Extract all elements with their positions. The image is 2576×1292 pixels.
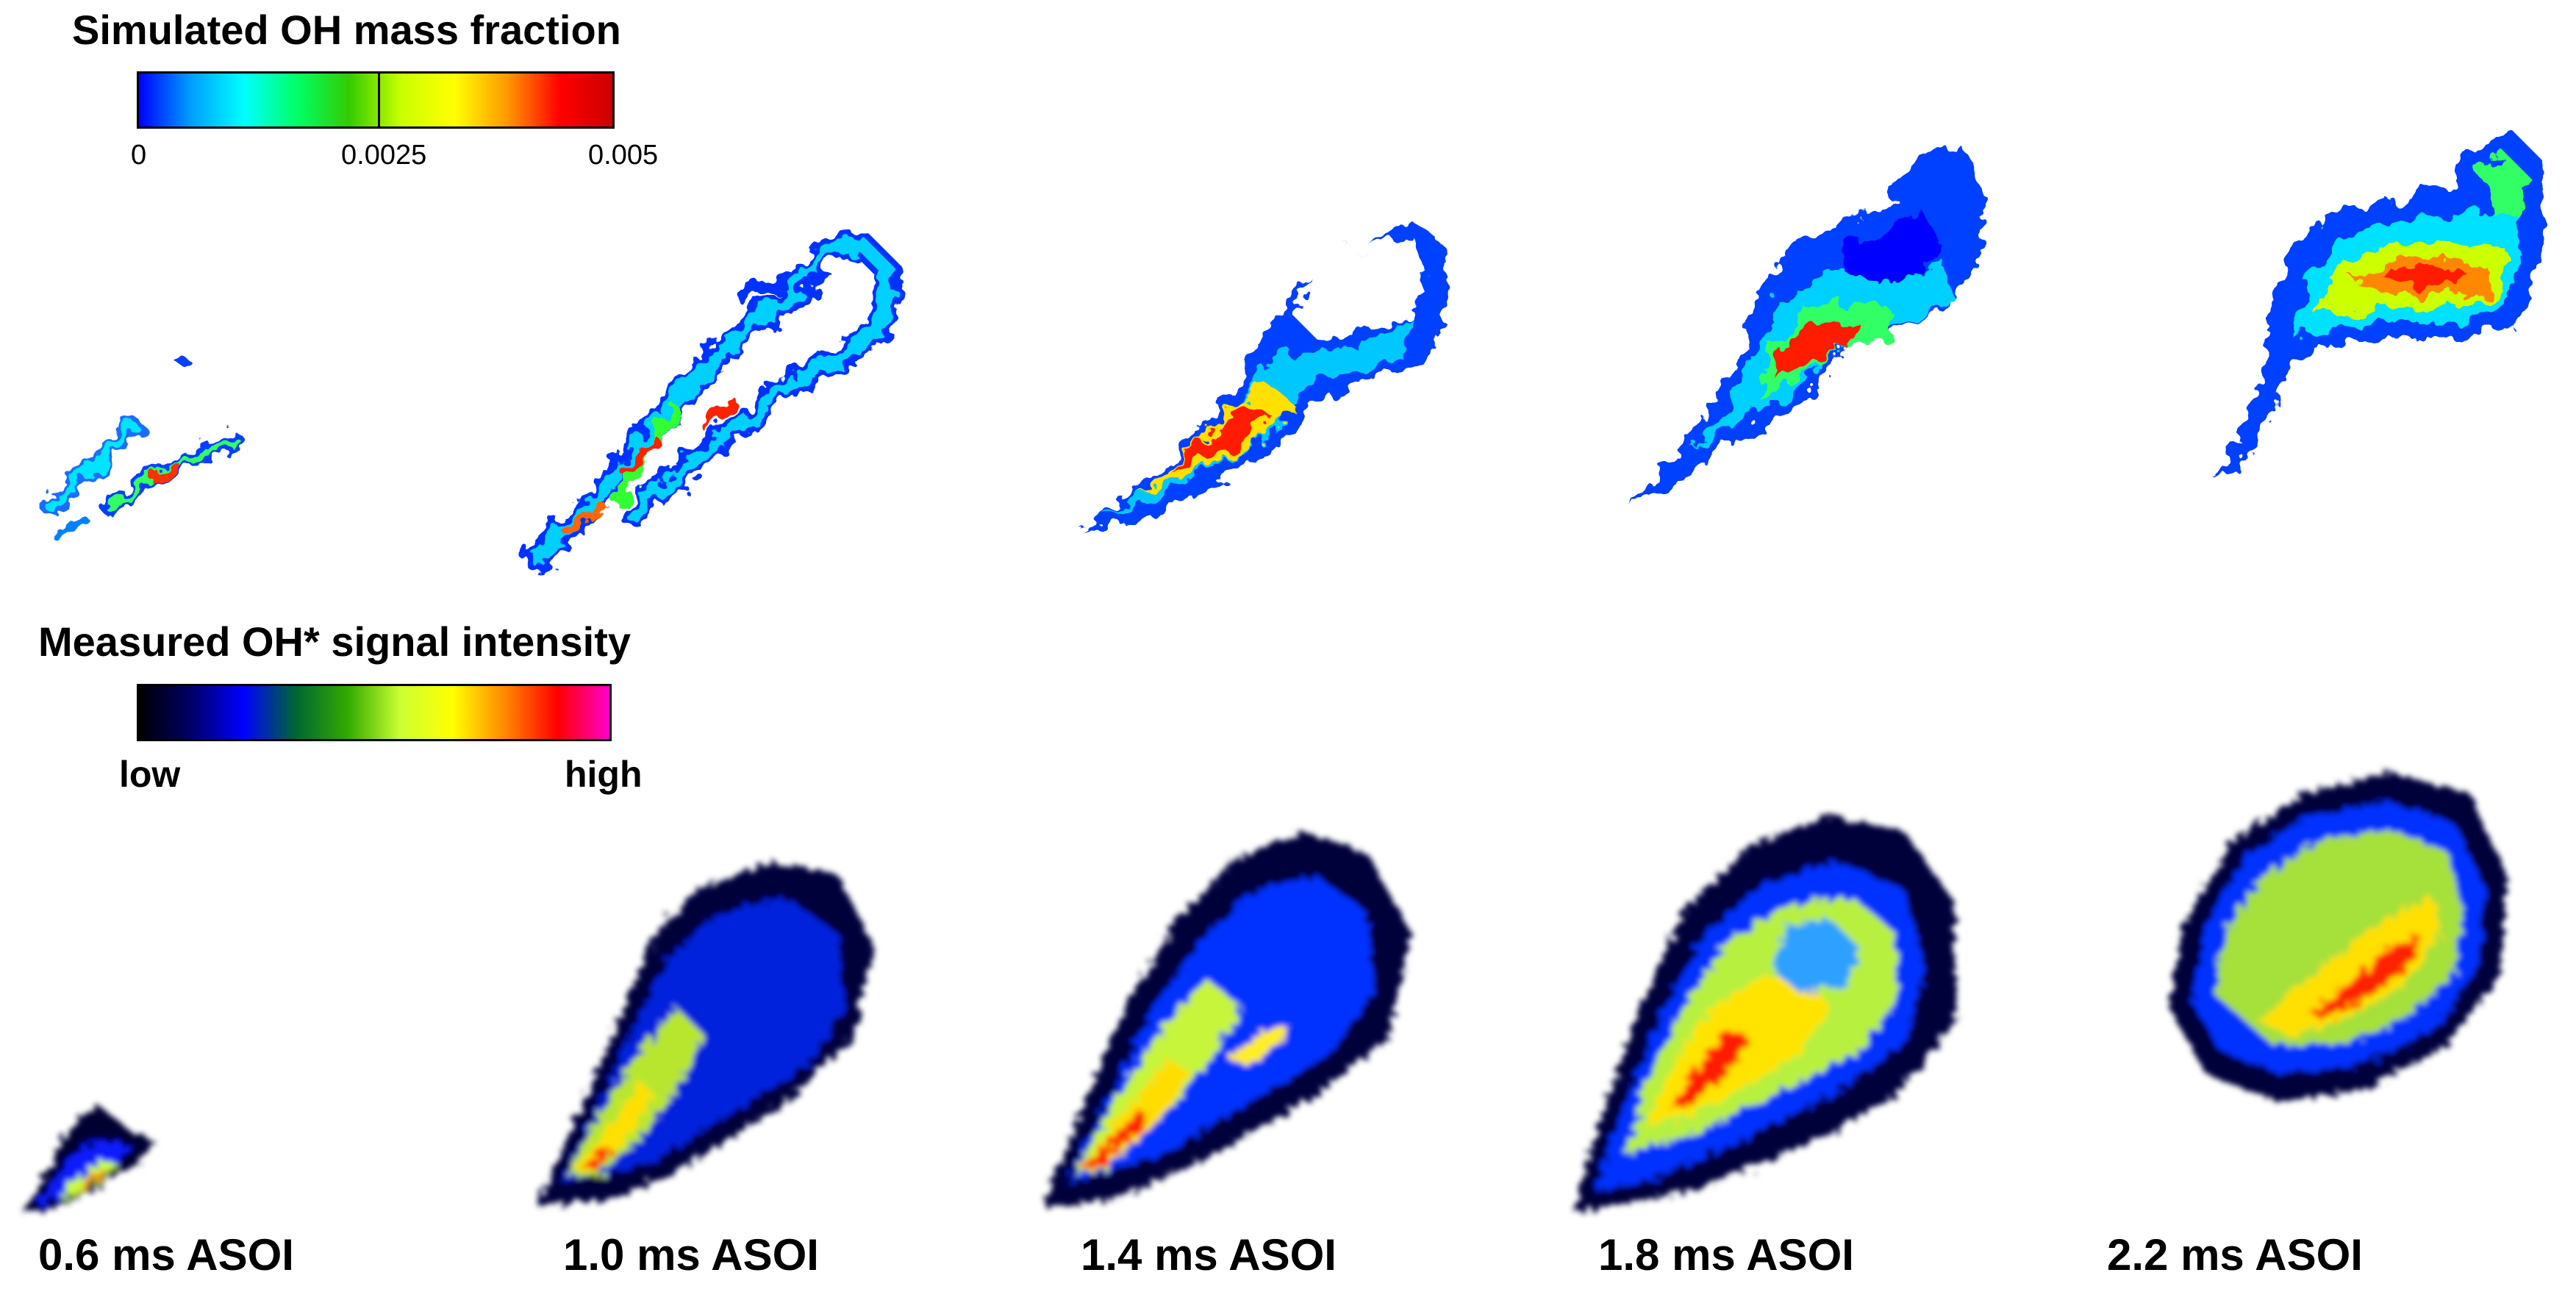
time-label-1.0ms: 1.0 ms ASOI — [563, 1230, 819, 1279]
time-label-0.6ms: 0.6 ms ASOI — [38, 1230, 294, 1279]
simulated-colorbar-midline — [378, 71, 380, 129]
time-label-1.8ms: 1.8 ms ASOI — [1598, 1230, 1854, 1279]
measured-low-label: low — [119, 754, 181, 795]
simulated-panel-1.4ms — [1081, 221, 1448, 529]
simulated-panel-1.8ms — [1632, 147, 1985, 507]
measured-colorbar — [137, 684, 612, 741]
measured-panel-1.8ms — [1573, 816, 1956, 1213]
time-label-1.4ms: 1.4 ms ASOI — [1081, 1230, 1337, 1279]
time-label-2.2ms: 2.2 ms ASOI — [2107, 1230, 2363, 1279]
measured-high-label: high — [565, 754, 643, 795]
simulated-tick-mid: 0.0025 — [341, 140, 427, 171]
simulated-tick-max: 0.005 — [588, 140, 659, 171]
measured-legend-title: Measured OH* signal intensity — [38, 618, 631, 665]
measured-panel-2.2ms — [2169, 772, 2507, 1103]
simulated-panel-2.2ms — [2213, 132, 2544, 478]
simulated-colorbar — [137, 71, 615, 129]
measured-panel-0.6ms — [22, 1103, 154, 1213]
simulated-legend-title: Simulated OH mass fraction — [72, 7, 621, 53]
measured-panel-1.4ms — [1044, 831, 1412, 1206]
simulated-panel-0.6ms — [42, 356, 244, 542]
measured-panel-1.0ms — [537, 860, 875, 1206]
simulated-panel-1.0ms — [524, 230, 902, 571]
simulated-tick-0: 0 — [131, 140, 147, 171]
